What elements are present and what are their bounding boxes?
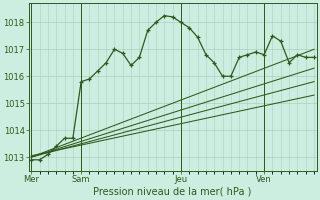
X-axis label: Pression niveau de la mer( hPa ): Pression niveau de la mer( hPa ): [93, 187, 252, 197]
